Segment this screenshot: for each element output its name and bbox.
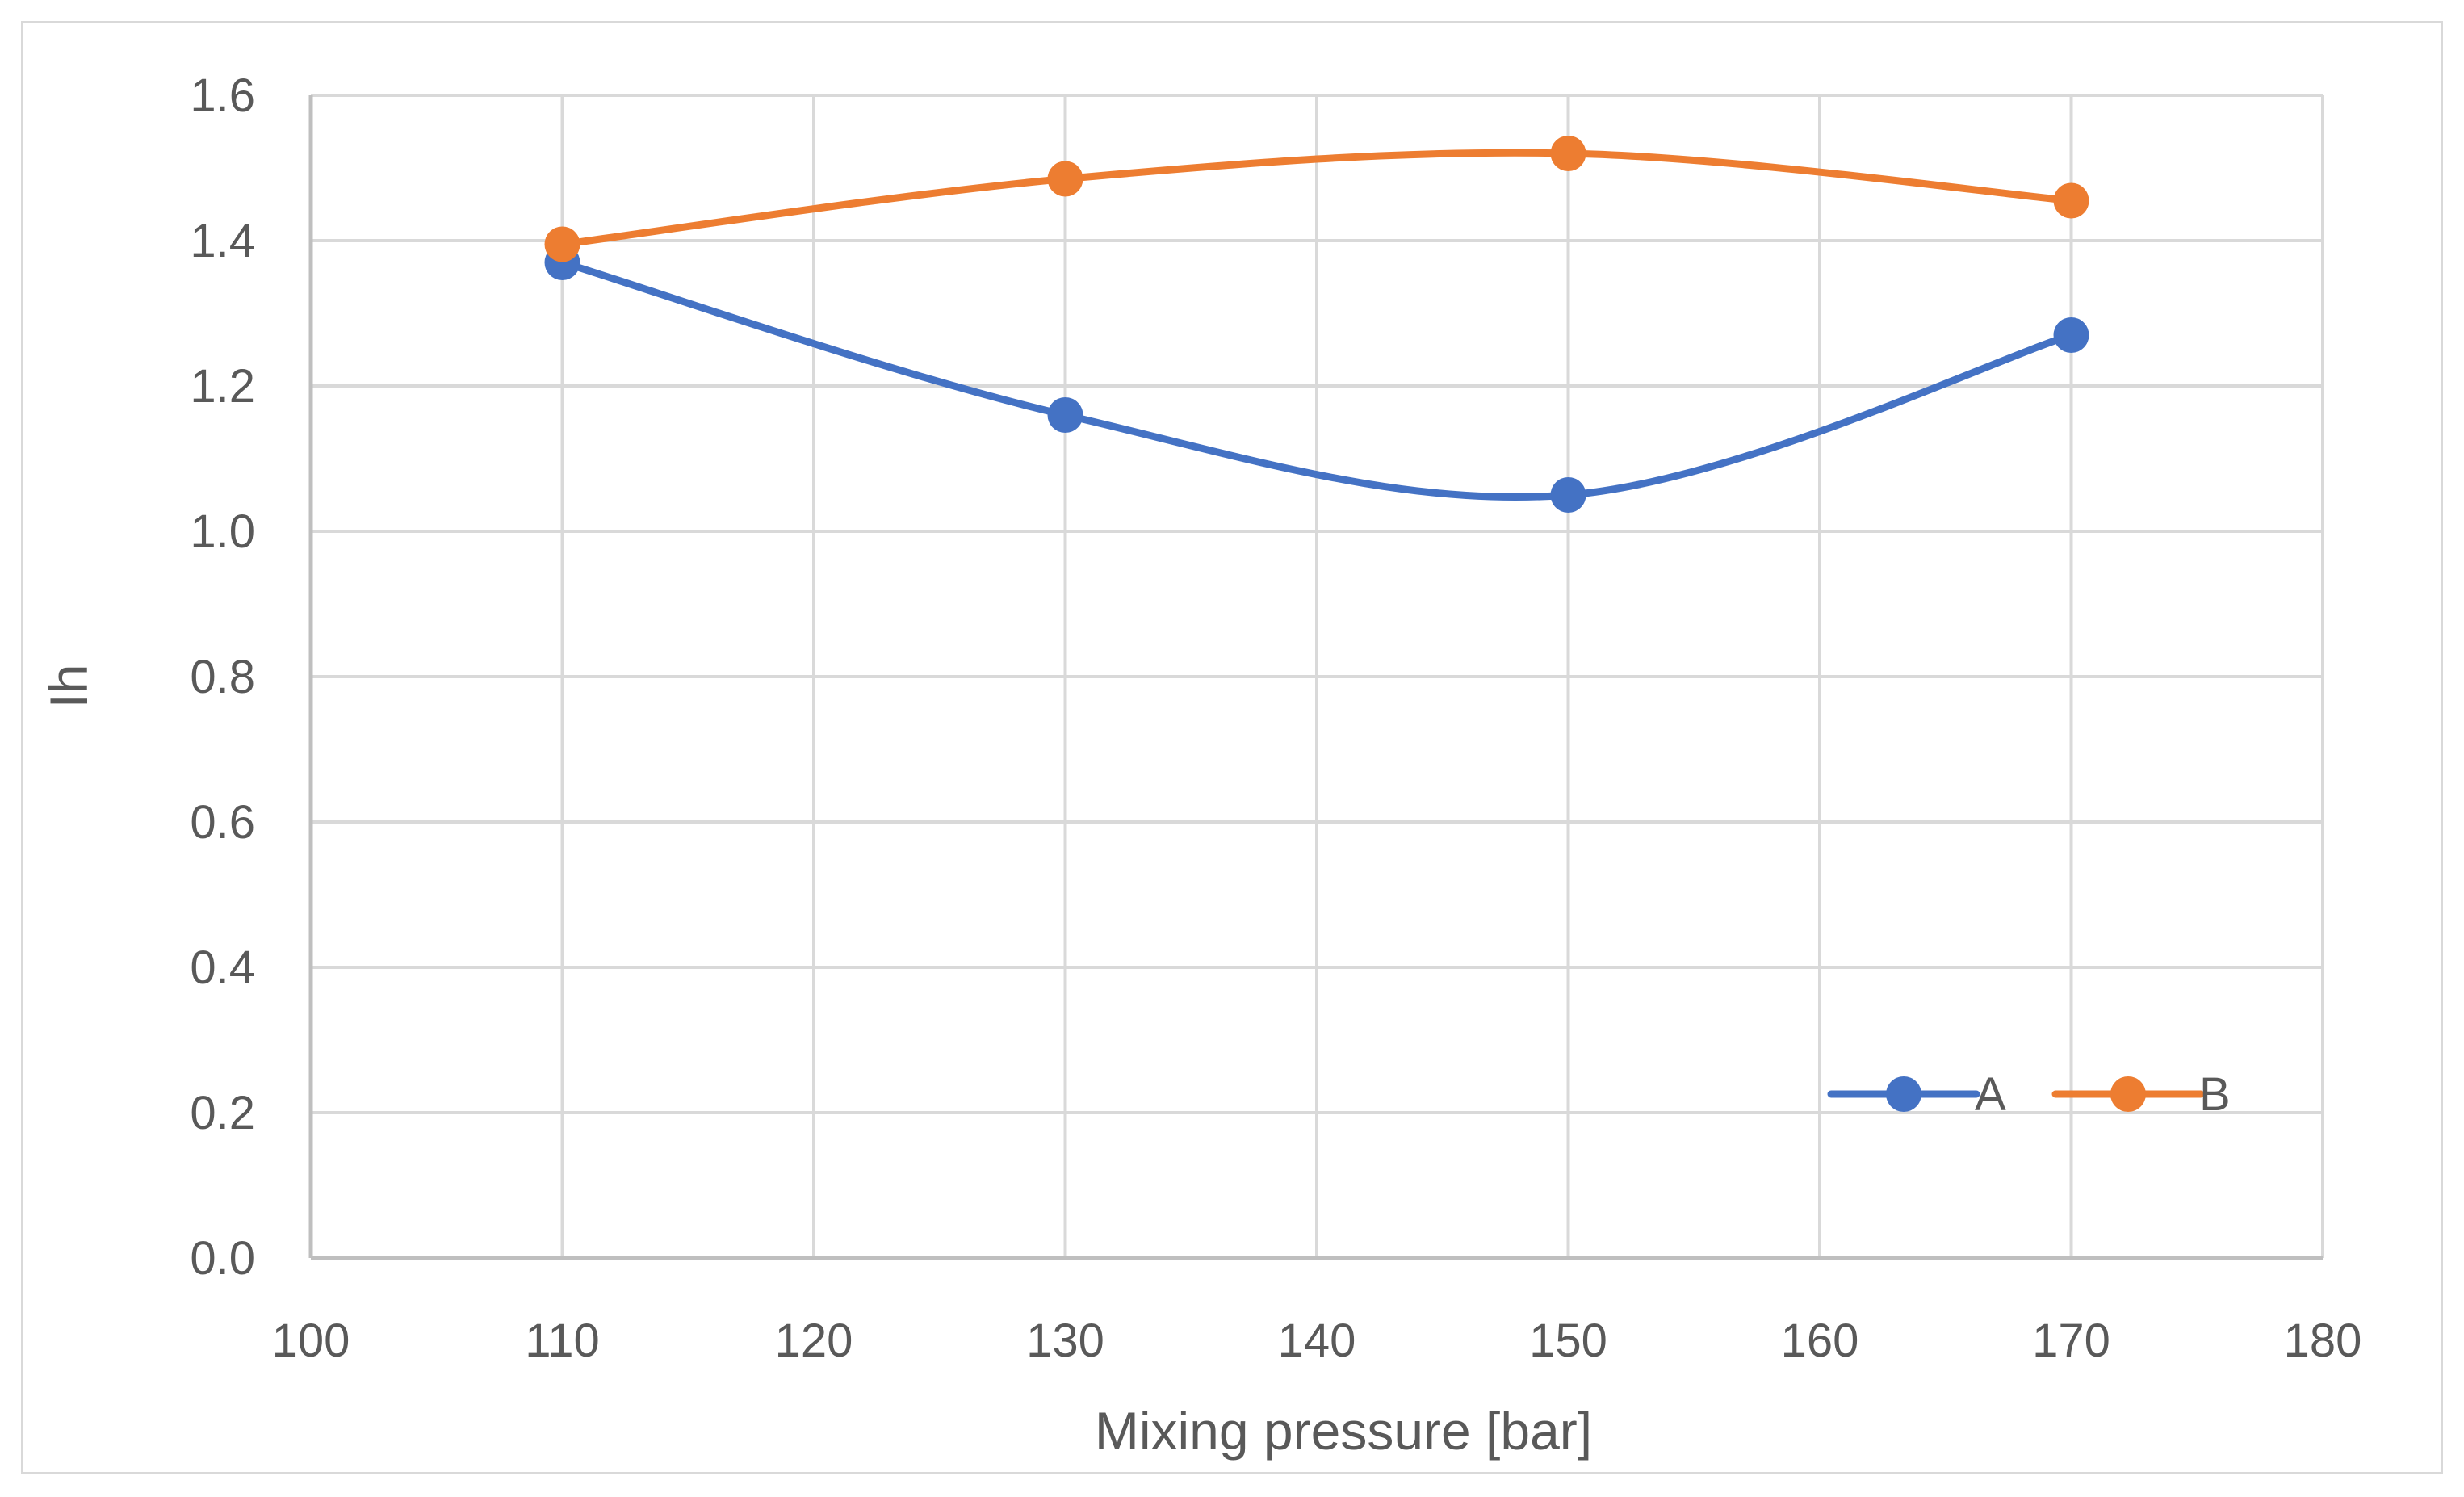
legend-item-a: A — [1827, 1068, 2006, 1121]
x-axis-title: Mixing pressure [bar] — [1095, 1401, 1592, 1461]
legend-swatch-marker-a — [1886, 1076, 1921, 1112]
data-point-b — [2053, 182, 2089, 219]
y-tick-label: 1.2 — [190, 360, 255, 413]
y-tick-label: 0.6 — [190, 796, 255, 849]
series-group — [544, 136, 2089, 513]
x-tick-label: 140 — [1278, 1315, 1356, 1367]
legend-item-b: B — [2051, 1068, 2231, 1121]
grid — [311, 94, 2324, 1258]
series-line-b — [559, 149, 2075, 248]
y-tick-label: 1.0 — [190, 505, 255, 558]
y-tick-label: 1.4 — [190, 215, 255, 267]
x-tick-label: 150 — [1529, 1315, 1607, 1367]
series-b — [544, 136, 2089, 262]
data-point-a — [1047, 397, 1083, 433]
data-point-a — [2053, 317, 2089, 353]
x-axis-ticks: 100 110 120 130 140 150 160 170 180 — [272, 1315, 2362, 1367]
data-point-b — [1550, 136, 1586, 171]
y-tick-label: 0.8 — [190, 651, 255, 703]
x-tick-label: 130 — [1026, 1315, 1104, 1367]
legend-label-a: A — [1975, 1068, 2006, 1121]
chart-frame — [21, 21, 2443, 1474]
legend-label-b: B — [2199, 1068, 2231, 1121]
legend-swatch-marker-b — [2110, 1076, 2146, 1112]
data-point-b — [544, 226, 580, 262]
axes — [308, 95, 2323, 1260]
x-tick-label: 110 — [525, 1315, 599, 1367]
data-point-b — [1047, 161, 1083, 197]
x-tick-label: 170 — [2032, 1315, 2110, 1367]
series-line-a — [559, 258, 2075, 501]
y-tick-label: 0.4 — [190, 941, 255, 994]
y-tick-label: 0.0 — [190, 1232, 255, 1285]
data-point-a — [1550, 477, 1586, 513]
x-tick-label: 180 — [2284, 1315, 2362, 1367]
y-tick-label: 0.2 — [190, 1087, 255, 1139]
x-tick-label: 100 — [272, 1315, 350, 1367]
x-tick-label: 120 — [775, 1315, 853, 1367]
x-tick-label: 160 — [1781, 1315, 1859, 1367]
y-axis-ticks: 0.0 0.2 0.4 0.6 0.8 1.0 1.2 1.4 1.6 — [190, 69, 255, 1285]
y-tick-label: 1.6 — [190, 69, 255, 122]
series-a — [544, 245, 2089, 513]
y-axis-title: Ih — [39, 664, 98, 708]
